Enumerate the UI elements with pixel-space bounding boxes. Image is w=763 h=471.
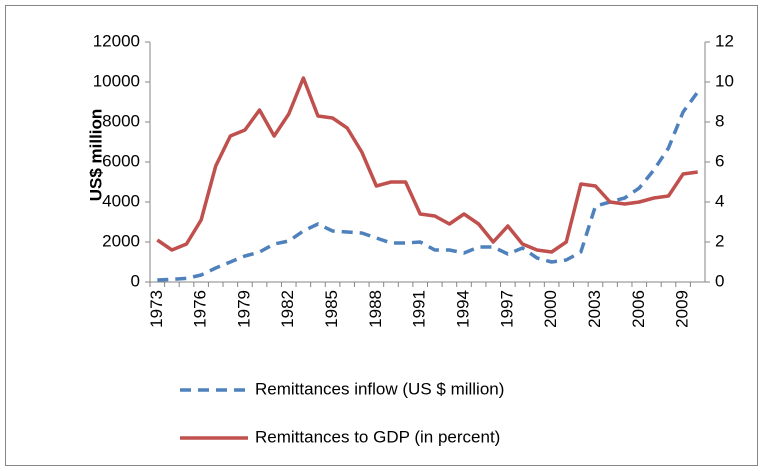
y-tick-label: 2000 <box>102 231 140 250</box>
y2-tick-label: 12 <box>715 31 734 50</box>
legend-label: Remittances inflow (US $ million) <box>255 379 504 398</box>
y2-tick-label: 10 <box>715 71 734 90</box>
x-tick-label: 1982 <box>278 290 297 328</box>
chart-border <box>5 5 758 466</box>
x-tick-label: 2000 <box>541 290 560 328</box>
x-tick-label: 1997 <box>497 290 516 328</box>
x-tick-label: 1976 <box>191 290 210 328</box>
y2-tick-label: 2 <box>715 231 724 250</box>
x-tick-label: 1979 <box>234 290 253 328</box>
x-tick-label: 1985 <box>322 290 341 328</box>
x-tick-label: 2003 <box>585 290 604 328</box>
x-tick-label: 1973 <box>147 290 166 328</box>
legend-label: Remittances to GDP (in percent) <box>255 427 500 446</box>
series-line <box>156 76 698 254</box>
y-tick-label: 0 <box>131 271 140 290</box>
y-tick-label: 6000 <box>102 151 140 170</box>
x-tick-label: 1988 <box>366 290 385 328</box>
x-tick-label: 2009 <box>673 290 692 328</box>
x-tick-label: 1991 <box>410 290 429 328</box>
y2-tick-label: 8 <box>715 111 724 130</box>
series-line <box>157 90 700 282</box>
y-axis-title: US$ million <box>86 109 105 202</box>
y2-tick-label: 4 <box>715 191 724 210</box>
y-tick-label: 4000 <box>102 191 140 210</box>
y-tick-label: 10000 <box>93 71 140 90</box>
x-tick-label: 1994 <box>453 290 472 328</box>
y2-tick-label: 6 <box>715 151 724 170</box>
y2-tick-label: 0 <box>715 271 724 290</box>
y-tick-label: 8000 <box>102 111 140 130</box>
y-tick-label: 12000 <box>93 31 140 50</box>
x-tick-label: 2006 <box>629 290 648 328</box>
